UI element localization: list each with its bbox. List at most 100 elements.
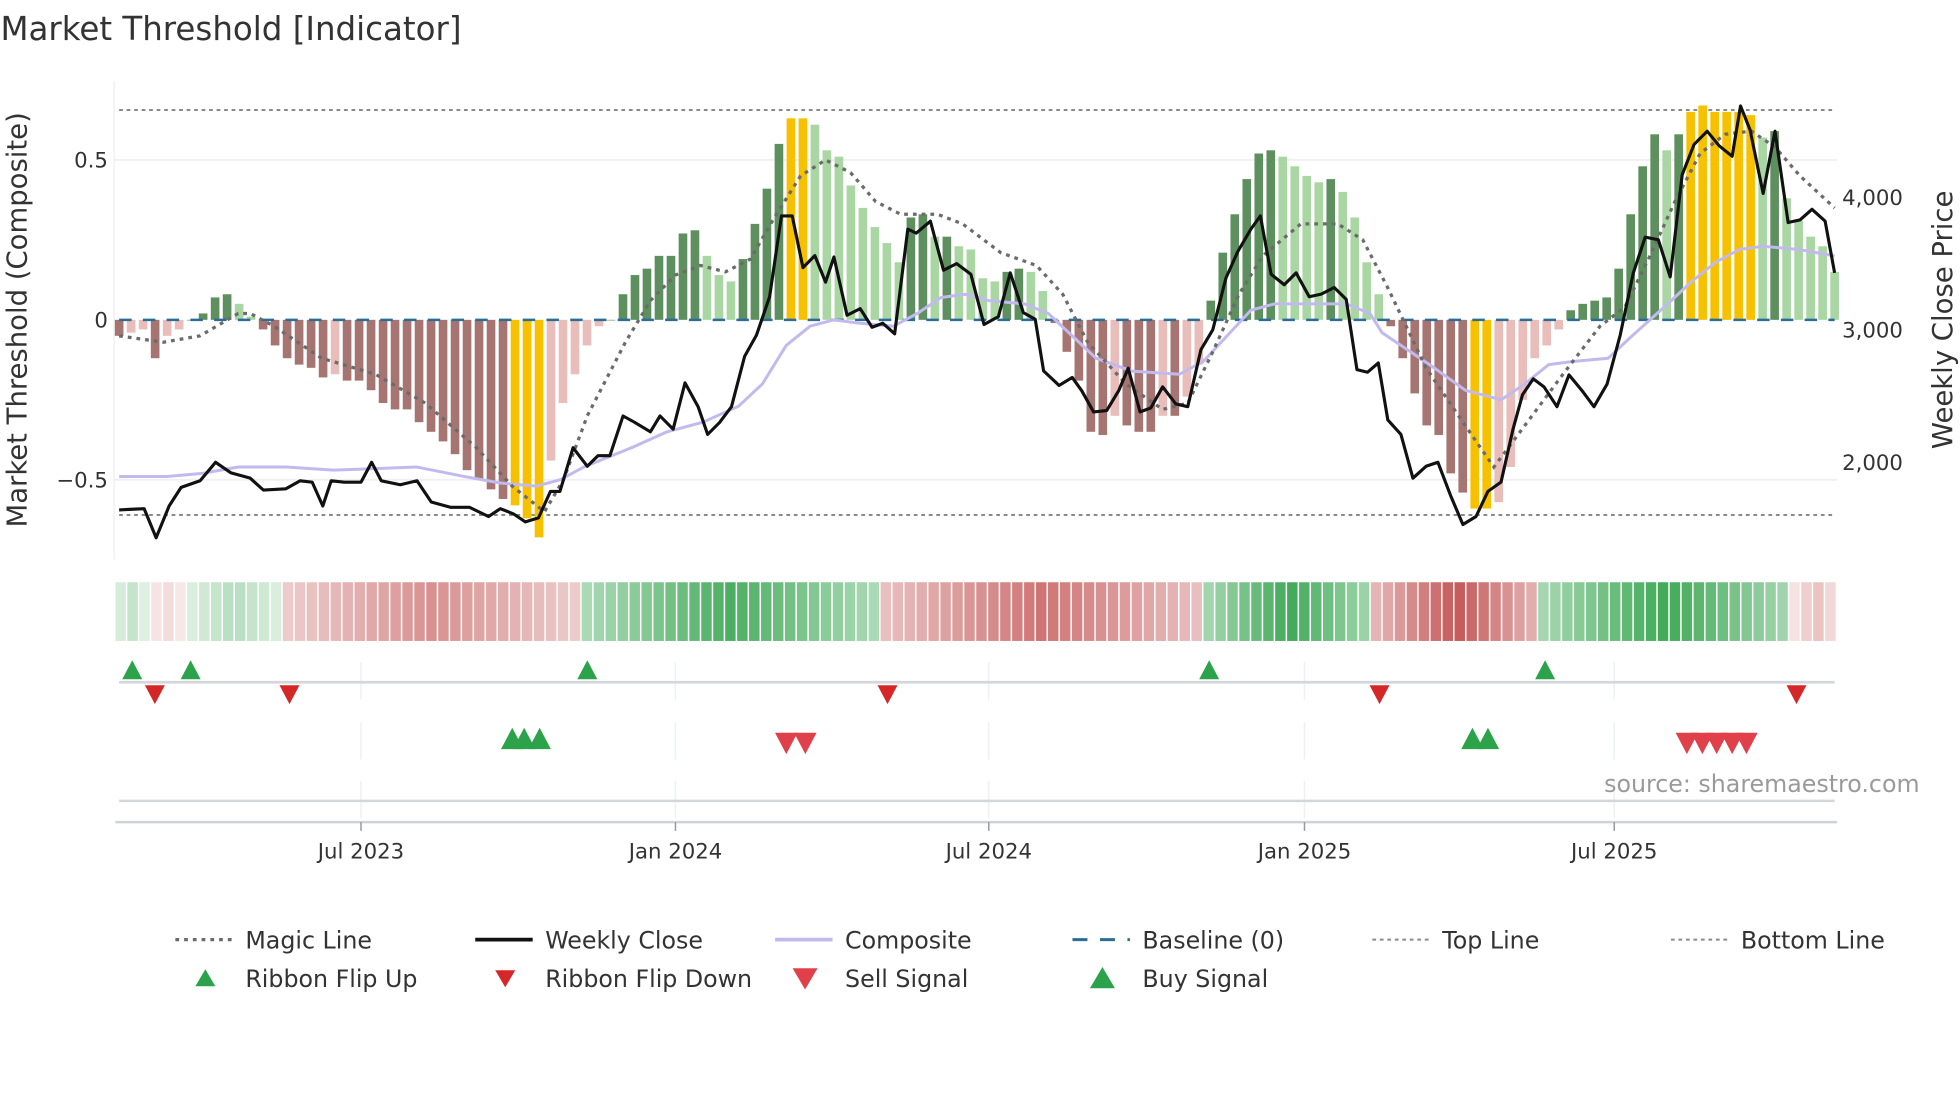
right-axis-ticks: 4,000 3,000 2,000 <box>1842 186 1903 476</box>
composite-bar <box>882 243 892 320</box>
ribbon-cell <box>713 582 724 641</box>
composite-bar <box>546 319 556 461</box>
composite-bar <box>1818 246 1827 320</box>
ribbon-cell <box>438 582 449 641</box>
ribbon-cell <box>521 582 533 641</box>
ribbon-cell <box>1358 582 1370 641</box>
ribbon-cell <box>1705 582 1717 641</box>
ribbon-cell <box>737 582 748 641</box>
ribbon-cell <box>450 582 461 641</box>
ribbon-cell <box>402 582 413 641</box>
ribbon-cell <box>868 582 880 641</box>
ribbon-cell <box>796 582 808 641</box>
ribbon-cell <box>1562 582 1573 641</box>
ribbon-cell <box>701 582 712 641</box>
ribbon-cell <box>880 582 892 641</box>
ribbon-cell <box>988 582 999 641</box>
ribbon-cell <box>761 582 772 641</box>
composite-bar <box>222 294 232 320</box>
ribbon-cell <box>1502 582 1513 641</box>
legend-ribbon-flip-up-icon <box>195 969 216 987</box>
ribbon-flip-down-marker <box>279 685 300 705</box>
ribbon-cell <box>1047 582 1059 641</box>
ribbon-cell <box>629 582 640 641</box>
composite-bar <box>366 319 376 391</box>
composite-bar <box>618 294 628 320</box>
ribbon-cell <box>1179 582 1190 641</box>
composite-bar <box>942 236 952 320</box>
ribbon-cell <box>1311 582 1322 641</box>
ribbon-cell <box>1406 582 1418 641</box>
composite-bar <box>270 319 280 346</box>
composite-bar <box>1410 319 1420 394</box>
composite-bar <box>1038 291 1048 320</box>
ribbon-cell <box>545 582 557 641</box>
composite-bar <box>450 319 460 455</box>
composite-bar <box>426 319 436 432</box>
composite-bar <box>1182 319 1192 397</box>
composite-bar <box>738 259 748 320</box>
ribbon-cell <box>1454 582 1465 641</box>
ribbon-cell <box>808 582 820 641</box>
composite-bar <box>162 319 172 336</box>
composite-bar <box>930 236 940 320</box>
weekly-close-line <box>119 104 1837 540</box>
composite-bar <box>1326 179 1336 320</box>
sell-signal-marker <box>1691 732 1714 755</box>
ribbon-cell <box>617 582 629 641</box>
composite-bar <box>810 124 820 320</box>
ribbon-cell <box>1095 582 1107 641</box>
composite-bar <box>258 319 268 330</box>
composite-bar <box>498 319 508 499</box>
buy-signal-marker <box>528 727 551 750</box>
composite-bar <box>954 246 964 320</box>
source-credit: source: sharemaestro.com <box>1604 770 1919 798</box>
composite-bar <box>1086 319 1096 432</box>
ribbon-flip-down-marker <box>144 685 165 705</box>
ribbon-cell <box>246 582 258 641</box>
composite-bar <box>174 319 184 330</box>
ribbon-cell <box>581 582 593 641</box>
composite-bar <box>1242 179 1252 320</box>
ribbon-cell <box>1239 582 1250 641</box>
composite-bar <box>1194 319 1204 365</box>
ribbon-cell <box>1693 582 1705 641</box>
legend-buy-signal-icon <box>1089 967 1115 989</box>
ribbon-cell <box>1227 582 1238 641</box>
composite-bar <box>1302 175 1312 320</box>
composite-bar <box>1062 319 1072 352</box>
composite-bar <box>234 303 244 320</box>
ribbon-cell <box>1036 582 1047 641</box>
composite-bar <box>966 249 976 320</box>
ribbon-cell <box>294 582 306 641</box>
ribbon-cell <box>1490 582 1501 641</box>
ribbon-cell <box>270 582 282 641</box>
y2-tick-label: 4,000 <box>1842 186 1903 211</box>
composite-bar <box>1710 111 1719 320</box>
composite-bar <box>906 217 916 320</box>
ribbon-cell <box>234 582 246 641</box>
ribbon-cell <box>533 582 545 641</box>
composite-bar <box>1662 150 1671 320</box>
composite-bar <box>486 319 496 490</box>
composite-bar <box>1494 319 1504 503</box>
composite-bar <box>1626 214 1635 320</box>
ribbon-cell <box>1143 582 1155 641</box>
y2-tick-label: 2,000 <box>1842 451 1903 476</box>
ribbon-cell <box>509 582 521 641</box>
composite-bar <box>150 319 160 359</box>
composite-bar <box>1422 319 1432 426</box>
ribbon-cell <box>1263 582 1274 641</box>
composite-bar <box>870 227 880 320</box>
ribbon-cell <box>1717 582 1729 641</box>
composite-bar <box>510 319 520 506</box>
x-tick-label: Jul 2025 <box>1569 839 1657 864</box>
legend-label-composite: Composite <box>845 926 972 954</box>
ribbon-cell <box>1442 582 1454 641</box>
ribbon-cell <box>1370 582 1382 641</box>
ribbon-cell <box>1669 582 1681 641</box>
composite-bar <box>1482 319 1492 509</box>
ribbon-cell <box>258 582 270 641</box>
composite-bar <box>750 223 760 320</box>
composite-bar <box>210 297 220 320</box>
